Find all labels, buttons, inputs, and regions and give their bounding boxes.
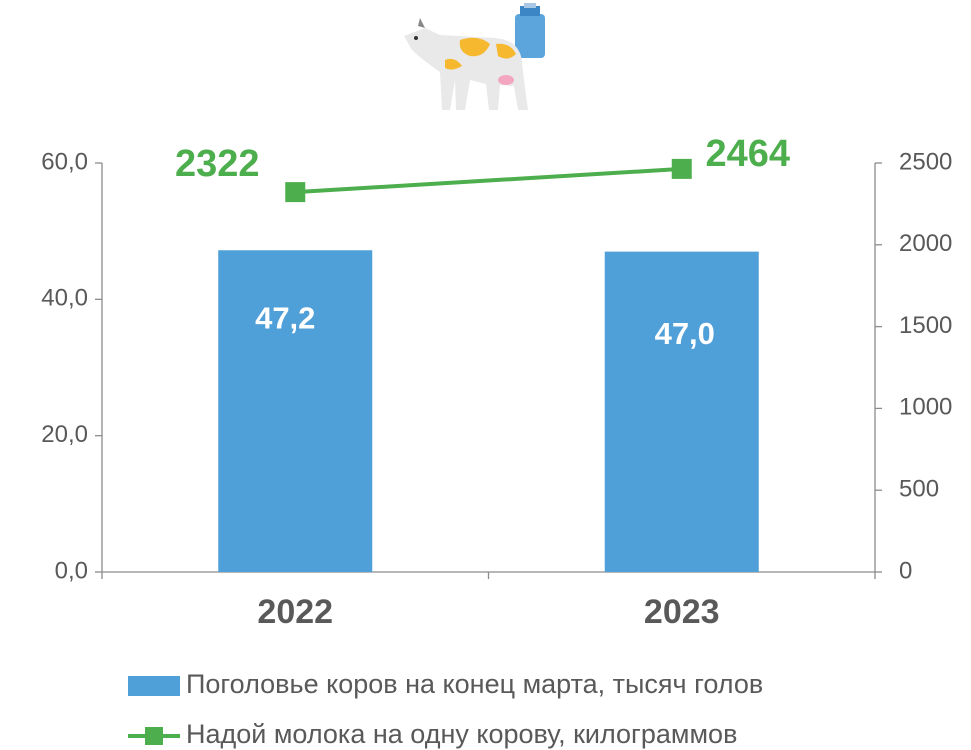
line-marker	[285, 182, 306, 203]
bar-value-label: 47,0	[655, 316, 715, 351]
y2-tick-label: 2000	[899, 230, 952, 257]
line	[295, 166, 682, 195]
line-value-label: 2322	[175, 143, 260, 185]
legend-label: Поголовье коров на конец марта, тысяч го…	[186, 669, 763, 699]
bar-value-label: 47,2	[255, 300, 315, 335]
line-value-label: 2464	[705, 133, 790, 175]
line-marker	[671, 158, 692, 179]
legend-swatch	[128, 676, 180, 696]
y-tick-label: 0,0	[55, 557, 88, 584]
y2-tick-label: 0	[899, 557, 912, 584]
bar	[604, 251, 759, 572]
x-tick-label: 2023	[644, 593, 720, 631]
y2-tick-label: 2500	[899, 148, 952, 175]
cow-icon	[404, 3, 545, 110]
y-tick-label: 40,0	[41, 285, 88, 312]
y2-tick-label: 1500	[899, 312, 952, 339]
legend-label: Надой молока на одну корову, килограммов	[186, 719, 737, 749]
y-tick-label: 20,0	[41, 421, 88, 448]
bar	[218, 250, 373, 572]
y-tick-label: 60,0	[41, 148, 88, 175]
x-tick-label: 2022	[257, 593, 333, 631]
legend-swatch-marker	[145, 727, 163, 745]
y2-tick-label: 500	[899, 476, 939, 503]
y2-tick-label: 1000	[899, 394, 952, 421]
